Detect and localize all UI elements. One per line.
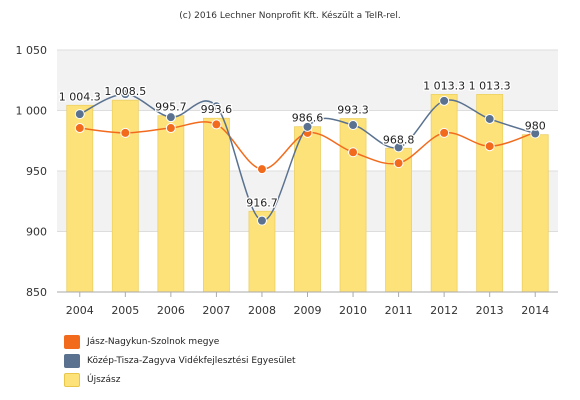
chart-legend: Jász-Nagykun-Szolnok megye Közép-Tisza-Z… [64,332,296,389]
x-tick-label: 2005 [111,304,139,317]
point-county [439,127,450,138]
x-tick-label: 2013 [476,304,504,317]
point-county [165,123,176,134]
legend-swatch-county [64,334,80,349]
bar-data-label: 1 008.5 [104,85,146,98]
legend-label-association: Közép-Tisza-Zagyva Vidékfejlesztési Egye… [87,355,296,366]
bar-data-label: 980 [525,120,546,133]
bar-data-label: 1 013.3 [423,79,465,92]
y-tick-label: 850 [26,286,47,299]
legend-item-association[interactable]: Közép-Tisza-Zagyva Vidékfejlesztési Egye… [64,351,296,370]
bar-data-label: 993.3 [337,104,369,117]
bar-data-label: 986.6 [292,112,324,125]
bar-data-label: 995.7 [155,101,187,114]
point-association [484,113,495,124]
x-tick-label: 2008 [248,304,276,317]
chart-credit: (c) 2016 Lechner Nonprofit Kft. Készült … [179,11,401,21]
bar-ujszasz [521,134,549,293]
x-tick-label: 2004 [66,304,94,317]
bar-data-label: 916.7 [246,196,278,209]
bar-ujszasz [157,115,185,293]
x-tick-label: 2010 [339,304,367,317]
y-tick-label: 1 000 [16,105,48,118]
point-county [74,123,85,134]
bar-data-label: 1 013.3 [469,79,511,92]
bar-ujszasz [339,118,367,293]
legend-swatch-association [64,353,80,368]
point-county [211,119,222,130]
point-county [393,158,404,169]
legend-swatch-ujszasz [64,372,80,387]
point-county [348,147,359,158]
bar-data-label: 993.6 [201,103,233,116]
y-tick-label: 950 [26,165,47,178]
x-tick-label: 2014 [521,304,549,317]
legend-label-county: Jász-Nagykun-Szolnok megye [87,336,220,347]
point-association [165,112,176,123]
point-association [530,128,541,139]
x-tick-label: 2007 [202,304,230,317]
point-association [393,142,404,153]
bar-ujszasz [430,94,458,293]
bar-ujszasz [248,210,276,293]
point-association [348,120,359,131]
point-association [302,121,313,132]
bar-ujszasz [294,126,321,293]
x-tick-label: 2009 [294,304,322,317]
x-tick-label: 2012 [430,304,458,317]
point-association [211,101,222,112]
legend-item-county[interactable]: Jász-Nagykun-Szolnok megye [64,332,296,351]
bar-ujszasz [66,104,94,293]
point-county [256,164,267,175]
legend-label-ujszasz: Újszász [87,374,121,385]
bar-data-label: 1 004.3 [59,90,101,103]
x-tick-label: 2006 [157,304,185,317]
legend-item-ujszasz[interactable]: Újszász [64,370,296,389]
y-tick-label: 1 050 [16,44,48,57]
point-county [484,141,495,152]
point-association [120,89,131,100]
y-tick-label: 900 [26,226,47,239]
bar-ujszasz [476,94,504,293]
point-association [256,215,267,226]
bar-ujszasz [385,147,412,293]
bar-data-label: 968.8 [383,133,415,146]
point-county [120,127,131,138]
x-tick-label: 2011 [385,304,413,317]
point-association [439,95,450,106]
bar-ujszasz [203,117,230,293]
point-association [74,109,85,120]
